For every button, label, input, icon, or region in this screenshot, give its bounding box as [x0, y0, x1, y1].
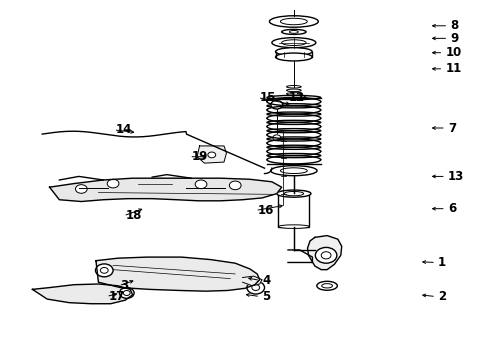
- Polygon shape: [308, 235, 342, 270]
- Circle shape: [252, 285, 260, 291]
- Text: 2: 2: [438, 290, 446, 303]
- Ellipse shape: [282, 30, 306, 35]
- Ellipse shape: [267, 95, 321, 100]
- Ellipse shape: [267, 104, 321, 108]
- Ellipse shape: [275, 48, 312, 55]
- Text: 15: 15: [260, 91, 276, 104]
- Text: 11: 11: [445, 62, 462, 75]
- Ellipse shape: [270, 166, 317, 176]
- Ellipse shape: [280, 18, 307, 25]
- Circle shape: [75, 185, 87, 193]
- Circle shape: [195, 180, 207, 189]
- Ellipse shape: [275, 53, 312, 61]
- Circle shape: [271, 100, 283, 109]
- Ellipse shape: [267, 137, 321, 141]
- Text: 7: 7: [448, 122, 456, 135]
- Circle shape: [273, 135, 281, 140]
- Text: 13: 13: [448, 170, 464, 183]
- Ellipse shape: [282, 40, 306, 45]
- Circle shape: [247, 281, 265, 294]
- Text: 17: 17: [108, 290, 124, 303]
- Text: 4: 4: [262, 274, 270, 287]
- Polygon shape: [243, 276, 262, 286]
- Ellipse shape: [267, 112, 321, 116]
- Text: 1: 1: [438, 256, 446, 269]
- Ellipse shape: [287, 93, 301, 95]
- Circle shape: [96, 264, 113, 277]
- Text: 14: 14: [116, 123, 132, 136]
- Polygon shape: [32, 284, 133, 304]
- Circle shape: [123, 291, 130, 296]
- Text: 9: 9: [450, 32, 459, 45]
- Ellipse shape: [278, 191, 310, 194]
- Ellipse shape: [267, 153, 321, 158]
- Circle shape: [120, 288, 134, 298]
- Ellipse shape: [277, 190, 311, 197]
- Ellipse shape: [287, 89, 301, 91]
- Ellipse shape: [280, 168, 307, 174]
- Ellipse shape: [287, 96, 301, 99]
- Ellipse shape: [267, 145, 321, 149]
- Circle shape: [107, 179, 119, 188]
- Ellipse shape: [287, 86, 301, 88]
- Polygon shape: [96, 257, 260, 291]
- Ellipse shape: [267, 129, 321, 133]
- Bar: [278, 193, 310, 226]
- Ellipse shape: [284, 192, 304, 196]
- Text: 10: 10: [445, 46, 462, 59]
- Ellipse shape: [290, 31, 298, 33]
- Text: 3: 3: [121, 279, 128, 292]
- Text: 5: 5: [262, 290, 270, 303]
- Text: 16: 16: [257, 204, 273, 217]
- Ellipse shape: [278, 225, 310, 228]
- Polygon shape: [197, 146, 226, 163]
- Circle shape: [229, 181, 241, 190]
- Ellipse shape: [322, 284, 332, 288]
- Text: 12: 12: [289, 91, 305, 104]
- Ellipse shape: [270, 16, 318, 27]
- Text: 18: 18: [125, 210, 142, 222]
- Circle shape: [100, 267, 108, 273]
- Circle shape: [321, 252, 331, 259]
- Circle shape: [316, 247, 337, 263]
- Polygon shape: [49, 178, 282, 202]
- Ellipse shape: [267, 120, 321, 125]
- Text: 6: 6: [448, 202, 456, 215]
- Circle shape: [208, 152, 216, 158]
- Text: 19: 19: [191, 150, 208, 163]
- Ellipse shape: [272, 38, 316, 48]
- Text: 8: 8: [450, 19, 459, 32]
- Ellipse shape: [317, 281, 337, 290]
